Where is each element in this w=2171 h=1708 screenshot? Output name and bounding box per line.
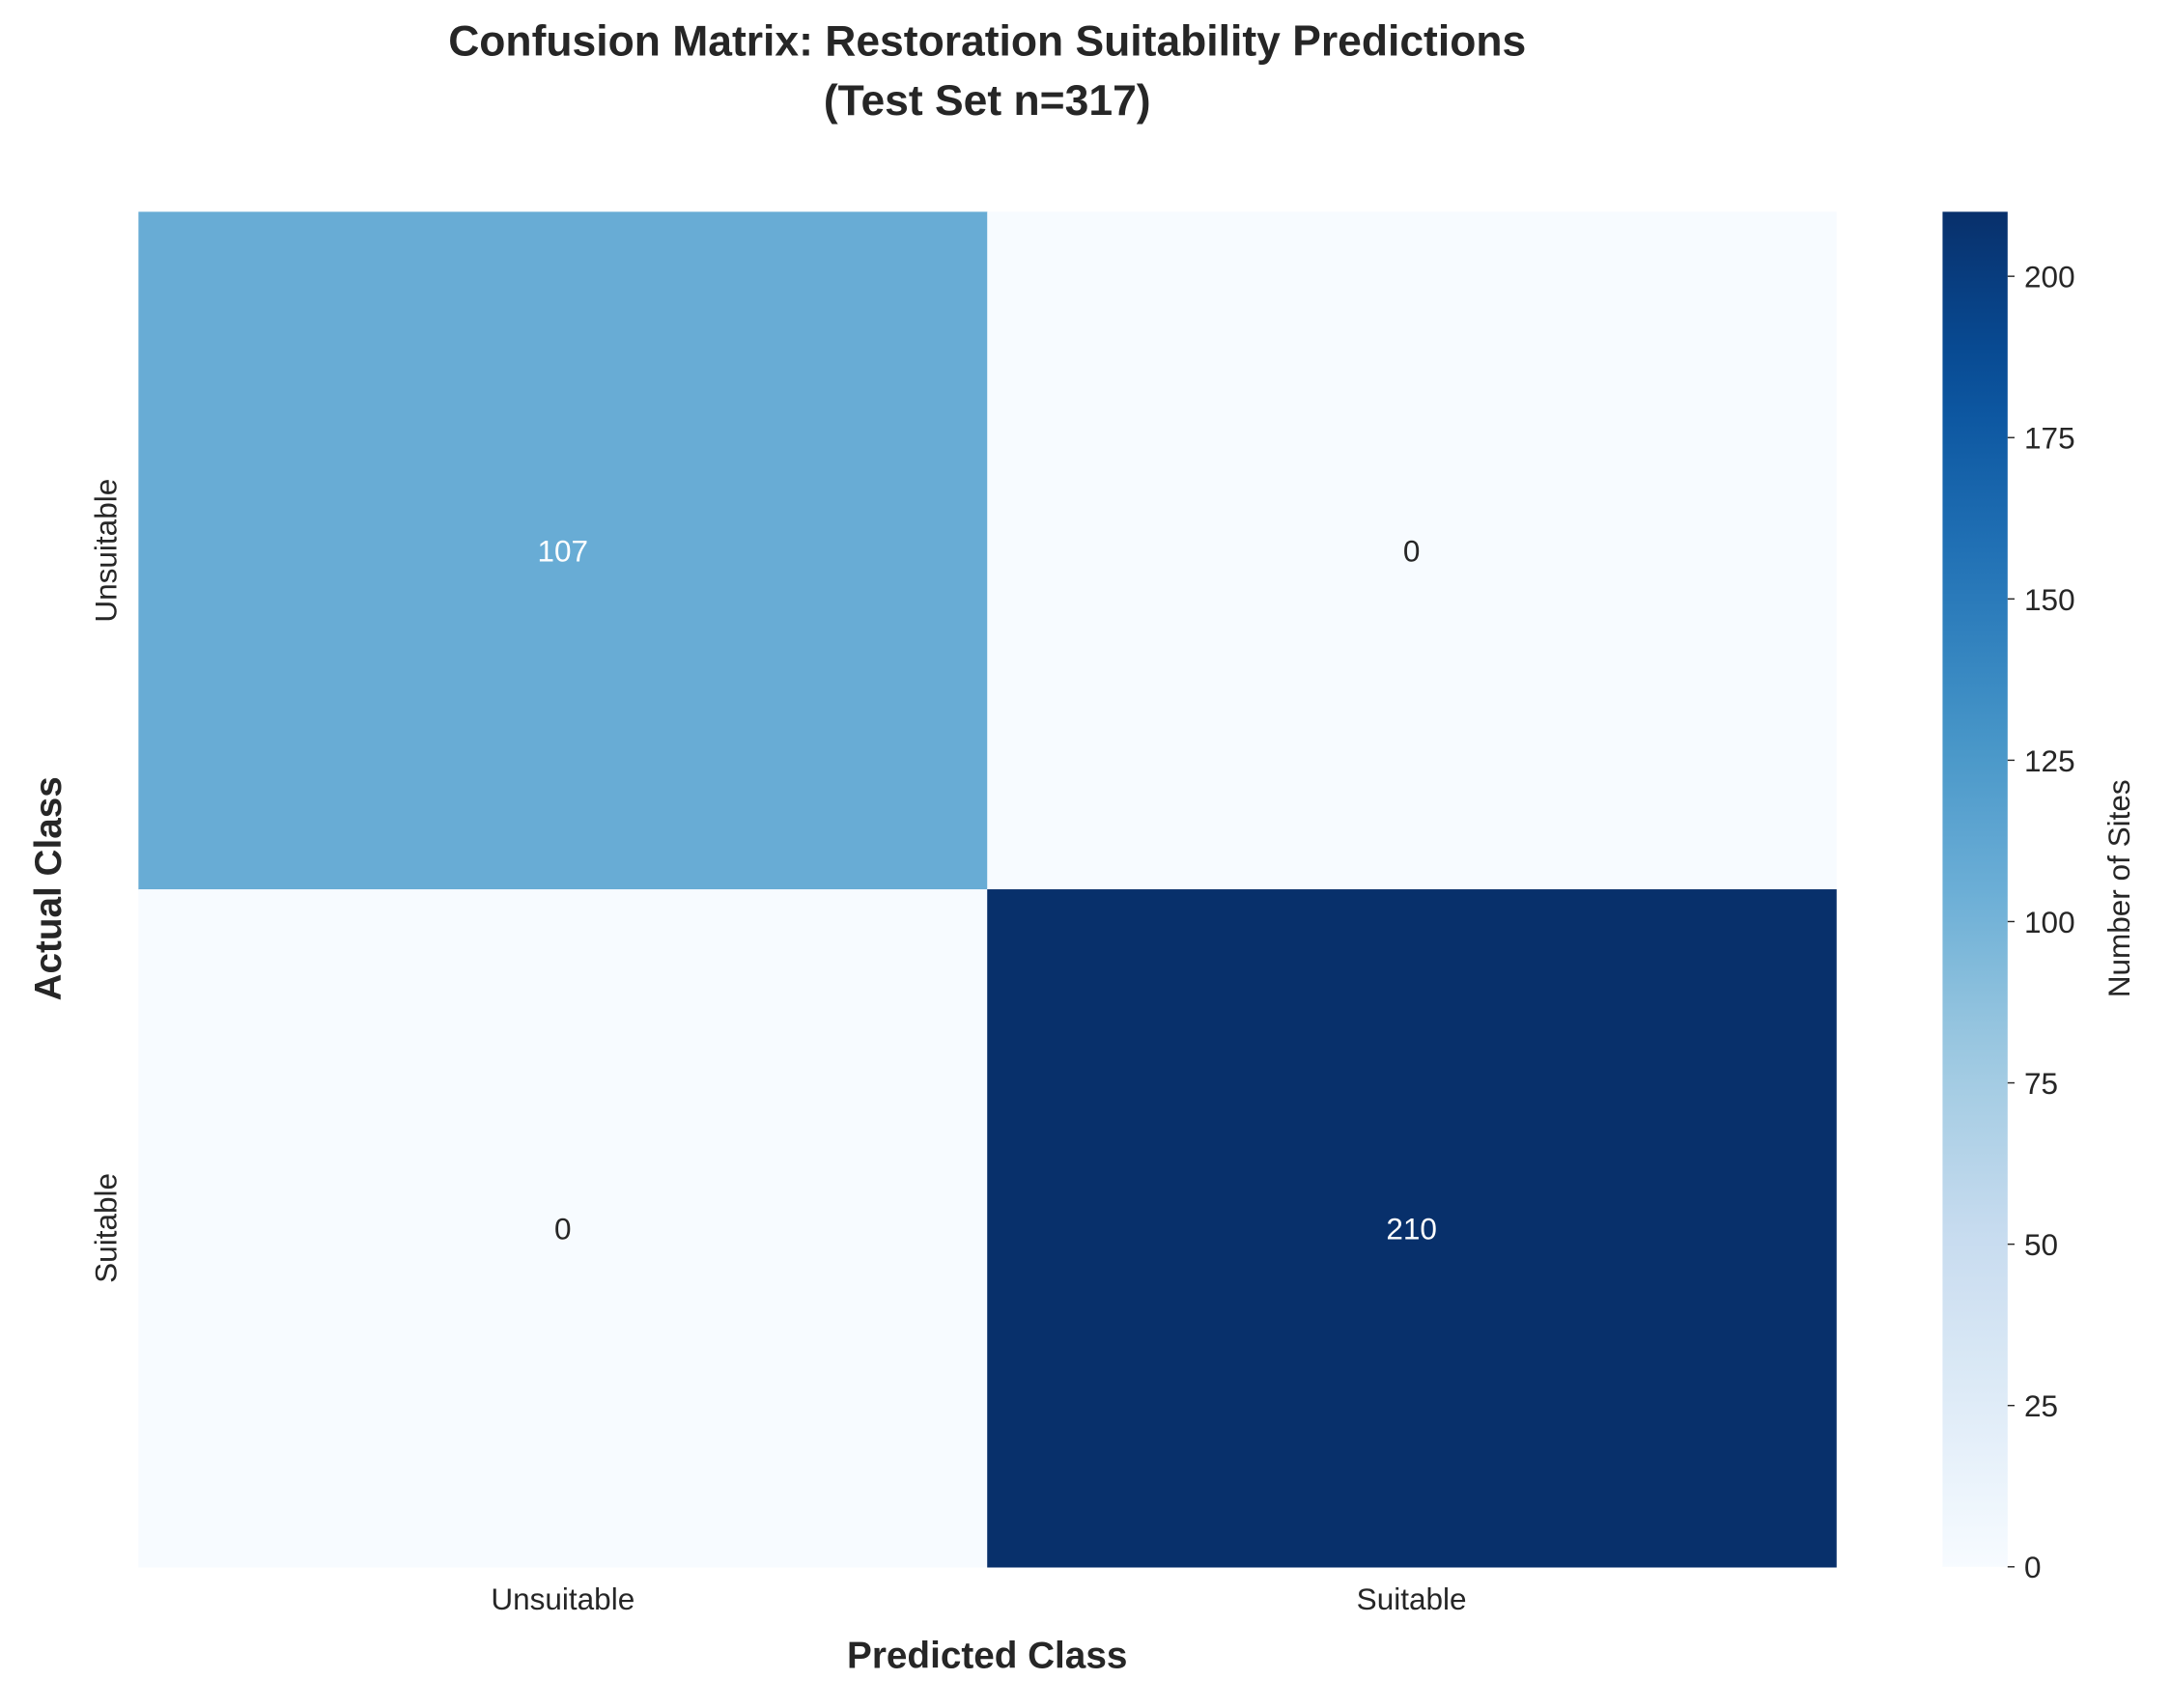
cell-label: 107 [537, 534, 588, 569]
x-axis-label: Predicted Class [847, 1635, 1127, 1676]
y-axis-label: Actual Class [28, 776, 70, 1000]
cell-label: 210 [1386, 1211, 1437, 1246]
colorbar-tick-label: 50 [2024, 1227, 2058, 1262]
colorbar-tick-label: 75 [2024, 1066, 2058, 1101]
chart-title: (Test Set n=317) [824, 77, 1151, 125]
heatmap-cell [138, 889, 988, 1568]
colorbar-tick-label: 150 [2024, 582, 2075, 617]
colorbar-tick-label: 200 [2024, 260, 2075, 294]
colorbar-tick-label: 25 [2024, 1388, 2058, 1423]
cell-label: 0 [1403, 534, 1421, 569]
colorbar [1942, 211, 2008, 1567]
colorbar-label: Number of Sites [2101, 779, 2136, 997]
colorbar-tick-label: 175 [2024, 421, 2075, 456]
cell-label: 0 [554, 1211, 572, 1246]
y-tick-label: Suitable [88, 1173, 123, 1283]
colorbar-tick-label: 100 [2024, 905, 2075, 939]
x-tick-label: Suitable [1357, 1582, 1467, 1616]
y-tick-label: Unsuitable [88, 479, 123, 623]
x-tick-label: Unsuitable [491, 1582, 634, 1616]
chart-title: Confusion Matrix: Restoration Suitabilit… [448, 17, 1526, 65]
heatmap-cell [138, 211, 988, 890]
heatmap-cell [987, 889, 1837, 1568]
heatmap-cell [987, 211, 1837, 890]
colorbar-tick-label: 125 [2024, 743, 2075, 778]
colorbar-tick-label: 0 [2024, 1550, 2042, 1584]
